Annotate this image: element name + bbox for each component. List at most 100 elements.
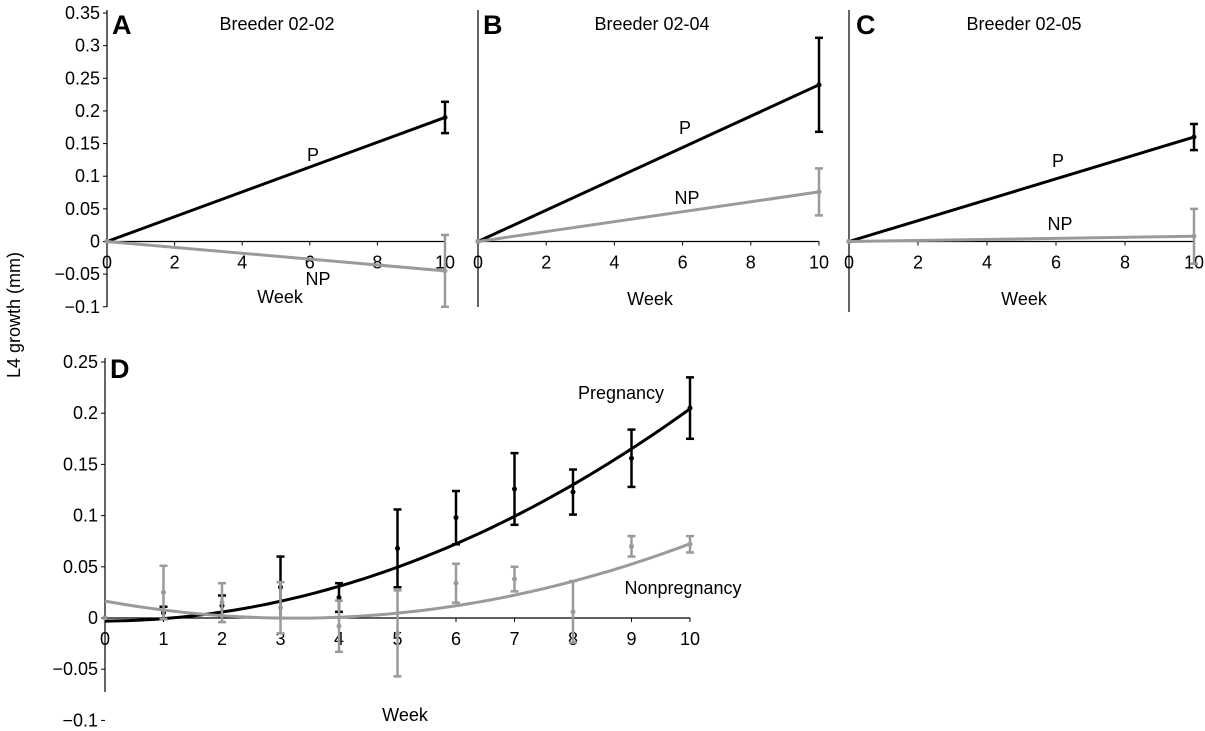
data-point bbox=[395, 545, 400, 551]
data-point bbox=[475, 239, 481, 244]
data-point bbox=[278, 605, 283, 611]
y-tick-label: 0.3 bbox=[75, 36, 100, 56]
x-tick-label: 8 bbox=[746, 253, 756, 273]
panel-title: Breeder 02-05 bbox=[966, 14, 1081, 34]
series-line bbox=[848, 135, 1195, 243]
series-line bbox=[106, 240, 446, 273]
series-label: NP bbox=[1047, 214, 1072, 234]
data-point bbox=[1191, 233, 1197, 239]
data-point bbox=[395, 630, 400, 636]
series-label: P bbox=[307, 145, 319, 165]
panel-letter: C bbox=[856, 10, 876, 40]
y-tick-label: 0.1 bbox=[75, 166, 100, 186]
y-tick-label: 0.15 bbox=[65, 134, 100, 154]
x-tick-label: 2 bbox=[170, 253, 180, 273]
x-tick-label: 2 bbox=[913, 253, 923, 273]
series-np: NP bbox=[846, 207, 1198, 265]
panel-a: 0246810−0.1−0.0500.050.10.150.20.250.30.… bbox=[54, 3, 455, 317]
x-axis-title: Week bbox=[257, 287, 304, 307]
series-line bbox=[477, 83, 820, 243]
data-point bbox=[336, 595, 342, 601]
x-tick-label: 4 bbox=[609, 253, 619, 273]
x-tick-label: 6 bbox=[1051, 253, 1061, 273]
data-point bbox=[816, 82, 822, 88]
y-tick-label: 0.25 bbox=[63, 352, 98, 372]
panel-letter: D bbox=[110, 354, 130, 384]
data-point bbox=[629, 455, 634, 461]
x-axis-title: Week bbox=[627, 289, 674, 309]
x-tick-label: 8 bbox=[372, 253, 382, 273]
series-label: NP bbox=[674, 188, 699, 208]
x-tick-label: 4 bbox=[237, 253, 247, 273]
data-point bbox=[687, 541, 693, 547]
series-np: NP bbox=[104, 233, 449, 309]
x-tick-label: 2 bbox=[217, 629, 227, 649]
y-tick-label: 0 bbox=[90, 232, 100, 252]
data-point bbox=[453, 515, 459, 521]
data-point bbox=[512, 486, 517, 492]
x-tick-label: 10 bbox=[680, 629, 700, 649]
data-point bbox=[453, 580, 459, 586]
x-tick-label: 6 bbox=[451, 629, 461, 649]
series-line bbox=[477, 190, 820, 243]
y-tick-label: 0.2 bbox=[73, 403, 98, 423]
x-tick-label: 1 bbox=[158, 629, 168, 649]
panel-letter: A bbox=[112, 10, 132, 40]
data-point bbox=[442, 114, 448, 120]
series-nonpregnancy: Nonpregnancy bbox=[102, 534, 742, 678]
data-point bbox=[442, 268, 448, 274]
y-axis-title: L4 growth (mm) bbox=[4, 252, 24, 378]
x-tick-label: 7 bbox=[509, 629, 519, 649]
data-point bbox=[104, 239, 110, 244]
x-tick-label: 3 bbox=[275, 629, 285, 649]
data-point bbox=[512, 576, 517, 582]
series-p: P bbox=[846, 122, 1198, 244]
data-point bbox=[219, 600, 225, 606]
y-tick-label: 0.15 bbox=[63, 454, 98, 474]
x-tick-label: 9 bbox=[626, 629, 636, 649]
data-point bbox=[570, 609, 576, 615]
data-point bbox=[846, 239, 852, 244]
x-tick-label: 0 bbox=[844, 253, 854, 273]
series-label: P bbox=[679, 118, 691, 138]
y-tick-label: −0.1 bbox=[64, 297, 100, 317]
series-label: Nonpregnancy bbox=[624, 578, 741, 598]
y-tick-label: 0 bbox=[88, 608, 98, 628]
panel-title: Breeder 02-04 bbox=[594, 14, 709, 34]
y-tick-label: −0.05 bbox=[52, 659, 98, 679]
x-tick-label: 4 bbox=[982, 253, 992, 273]
y-tick-label: 0.1 bbox=[73, 506, 98, 526]
panel-letter: B bbox=[483, 10, 503, 40]
x-tick-label: 0 bbox=[102, 253, 112, 273]
series-pregnancy: Pregnancy bbox=[102, 376, 694, 623]
y-tick-label: 0.05 bbox=[63, 557, 98, 577]
series-np: NP bbox=[475, 167, 823, 244]
x-tick-label: 2 bbox=[541, 253, 551, 273]
series-p: P bbox=[104, 100, 449, 244]
panel-d: 012345678910−0.1−0.0500.050.10.150.20.25… bbox=[52, 352, 741, 730]
x-axis-title: Week bbox=[382, 705, 429, 725]
series-line bbox=[848, 234, 1195, 243]
x-tick-label: 0 bbox=[473, 253, 483, 273]
data-point bbox=[102, 615, 108, 621]
x-axis-title: Week bbox=[1001, 289, 1048, 309]
data-point bbox=[1191, 134, 1197, 140]
x-tick-label: 6 bbox=[305, 253, 315, 273]
y-tick-label: 0.05 bbox=[65, 199, 100, 219]
x-tick-label: 8 bbox=[1120, 253, 1130, 273]
y-tick-label: 0.2 bbox=[75, 101, 100, 121]
y-tick-label: 0.35 bbox=[65, 3, 100, 23]
data-point bbox=[816, 189, 822, 195]
data-point bbox=[687, 405, 693, 411]
x-tick-label: 6 bbox=[678, 253, 688, 273]
series-label: Pregnancy bbox=[578, 383, 664, 403]
series-label: P bbox=[1052, 151, 1064, 171]
panel-b: 0 2 4 6 8 10 B Breeder 02-04 Week P NP bbox=[473, 10, 829, 309]
y-tick-label: 0.25 bbox=[65, 68, 100, 88]
data-point bbox=[161, 589, 166, 595]
series-p: P bbox=[475, 36, 823, 244]
data-point bbox=[336, 623, 342, 629]
x-tick-label: 0 bbox=[100, 629, 110, 649]
